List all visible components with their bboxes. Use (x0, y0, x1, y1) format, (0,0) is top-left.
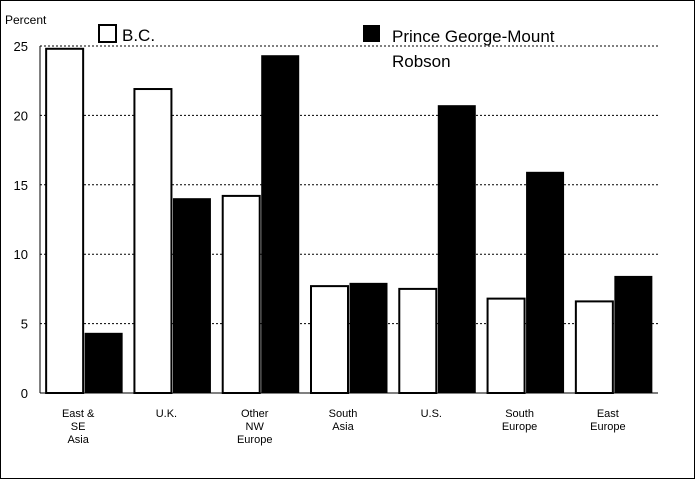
y-tick-label: 20 (14, 108, 28, 123)
y-axis-label: Percent (5, 13, 47, 27)
bar-pgmr (84, 332, 123, 394)
x-tick-label: U.K. (156, 408, 177, 420)
x-tick-label: Other (241, 408, 269, 420)
y-tick-label: 5 (21, 317, 28, 332)
bar-pgmr (526, 171, 565, 394)
bar-bc (310, 285, 349, 394)
x-tick-label: Europe (237, 434, 272, 446)
x-tick-label: South (329, 408, 358, 420)
bar-pgmr (349, 282, 388, 394)
y-tick-label: 0 (21, 386, 28, 401)
legend-label-bc: B.C. (122, 26, 155, 45)
legend-swatch-pgmr (363, 25, 380, 42)
legend-label-pgmr-line2: Robson (392, 52, 451, 71)
bar-pgmr (437, 105, 476, 394)
bar-bc (574, 300, 614, 394)
x-tick-label: Asia (67, 434, 89, 446)
bar-bc (221, 194, 261, 394)
x-tick-label: Europe (590, 421, 625, 433)
legend-swatch-bc (98, 24, 117, 43)
bar-pgmr (172, 198, 211, 394)
bar-bc (45, 47, 85, 394)
x-tick-label: Asia (332, 421, 354, 433)
bar-bc (398, 287, 438, 394)
x-tick-label: SE (71, 421, 86, 433)
x-tick-label: East (597, 408, 619, 420)
x-tick-label: South (505, 408, 534, 420)
bar-pgmr (261, 55, 300, 394)
y-tick-label: 25 (14, 39, 28, 54)
x-tick-label: Europe (502, 421, 537, 433)
bar-pgmr (614, 275, 653, 394)
x-tick-label: East & (62, 408, 95, 420)
x-tick-label: NW (246, 421, 265, 433)
legend-label-pgmr-line1: Prince George-Mount (392, 27, 555, 46)
legend: B.C. Prince George-Mount Robson (98, 24, 555, 71)
x-tick-label: U.S. (421, 408, 442, 420)
y-tick-label: 10 (14, 247, 28, 262)
bar-bc (486, 297, 526, 394)
y-tick-label: 15 (14, 178, 28, 193)
bar-bc (133, 88, 173, 394)
